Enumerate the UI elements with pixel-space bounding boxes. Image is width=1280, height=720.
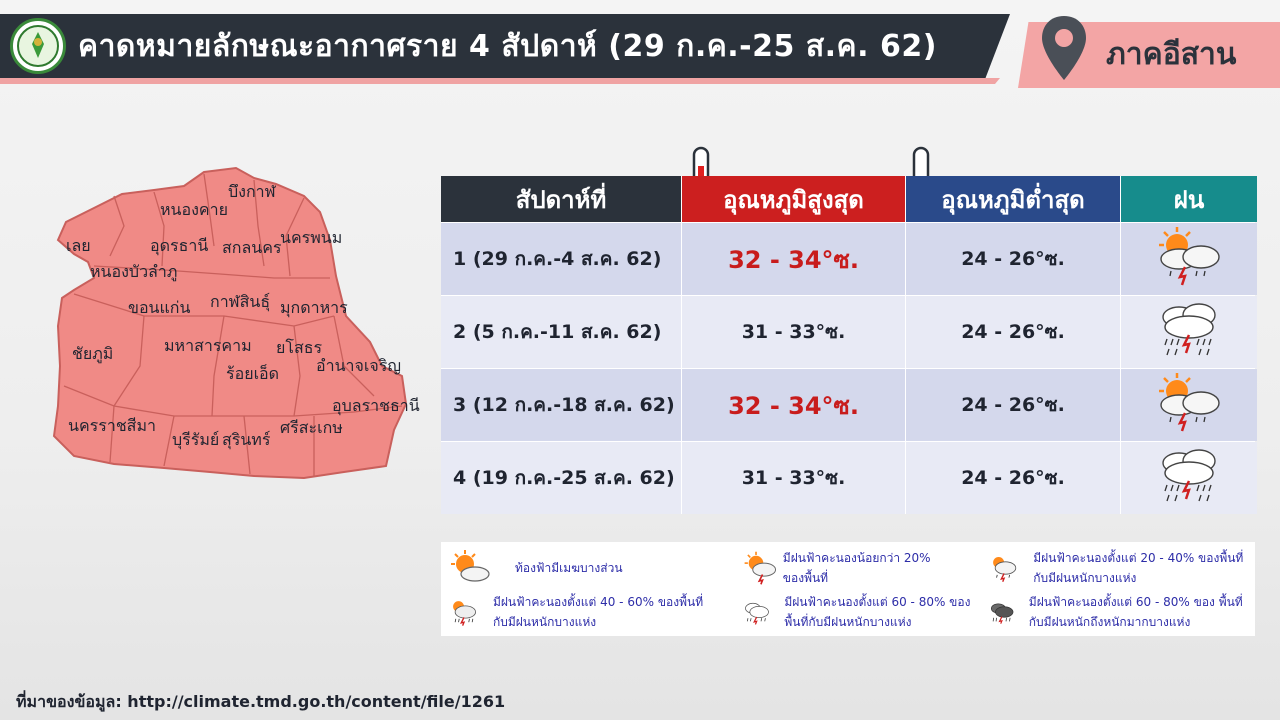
map-label-nakhonratchasima: นครราชสีมา [68,416,156,435]
header-low-temp: อุณหภูมิต่ำสุด [906,176,1120,222]
high-temp-cell: 32 - 34°ซ. [682,223,905,295]
header-accent-stripe [0,78,1000,84]
legend-text: มีฝนฟ้าคะนองตั้งแต่ 40 - 60% ของพื้นที่ … [492,595,704,629]
legend-text: ท้องฟ้ามีเมฆบางส่วน [515,561,623,575]
week-cell: 3 (12 ก.ค.-18 ส.ค. 62) [441,369,681,441]
high-temp-cell: 32 - 34°ซ. [682,369,905,441]
map-label-udonthani: อุดรธานี [150,236,209,255]
map-label-roiet: ร้อยเอ็ด [226,364,280,383]
map-shape [52,166,408,480]
rain-cell [1121,296,1257,368]
low-temp-cell: 24 - 26°ซ. [906,442,1120,514]
isan-region-map: บึงกาฬ หนองคาย เลย อุดรธานี สกลนคร นครพน… [14,166,434,496]
legend-text: มีฝนฟ้าคะนองตั้งแต่ 20 - 40% ของพื้นที่ … [1033,551,1244,585]
light-storm-icon [744,551,777,585]
forecast-table: สัปดาห์ที่ อุณหภูมิสูงสุด อุณหภูมิต่ำสุด… [441,176,1257,514]
storm-60-80-icon [745,602,769,625]
rain-cell [1121,442,1257,514]
map-label-nakhonphanom: นครพนม [280,228,343,247]
sun-cloud-storm-icon [1149,226,1229,292]
header-bar [0,14,1010,80]
map-label-loei: เลย [66,236,91,255]
map-label-sisaket: ศรีสะเกษ [280,418,343,437]
page-title: คาดหมายลักษณะอากาศราย 4 สัปดาห์ (29 ก.ค.… [78,29,937,64]
week-cell: 2 (5 ก.ค.-11 ส.ค. 62) [441,296,681,368]
rain-cell [1121,223,1257,295]
map-label-mahasarakham: มหาสารคาม [164,336,252,355]
map-label-ubonratchathani: อุบลราชธานี [332,396,420,415]
legend-item: มีฝนฟ้าคะนองตั้งแต่ 60 - 80% ของพื้นที่ก… [743,592,979,632]
legend-box: ท้องฟ้ามีเมฆบางส่วน มีฝนฟ้าคะนองน้อยกว่า… [441,542,1255,636]
legend-item: มีฝนฟ้าคะนองตั้งแต่ 60 - 80% ของ พื้นที่… [989,592,1251,632]
map-label-sakonnakhon: สกลนคร [222,238,282,257]
heavy-rain-storm-icon [1149,299,1229,366]
week-cell: 4 (19 ก.ค.-25 ส.ค. 62) [441,442,681,514]
header-week: สัปดาห์ที่ [441,176,681,222]
location-pin-icon [1042,16,1086,80]
high-temp-cell: 31 - 33°ซ. [682,442,905,514]
map-label-nongbualamphu: หนองบัวลำภู [90,262,178,281]
sun-cloud-storm-icon [1149,372,1229,438]
legend-item: มีฝนฟ้าคะนองตั้งแต่ 40 - 60% ของพื้นที่ … [449,592,709,632]
legend-text: มีฝนฟ้าคะนองน้อยกว่า 20% ของพื้นที่ [782,551,931,585]
map-label-khonkaen: ขอนแก่น [128,298,191,317]
legend-text: มีฝนฟ้าคะนองตั้งแต่ 60 - 80% ของ พื้นที่… [1028,595,1243,629]
map-label-kalasin: กาฬสินธุ์ [210,292,271,311]
header-rain: ฝน [1121,176,1257,222]
data-source: ที่มาของข้อมูล: http://climate.tmd.go.th… [16,692,506,711]
heavy-rain-storm-icon [1149,445,1229,512]
map-label-buengkan: บึงกาฬ [228,182,276,201]
legend-text: มีฝนฟ้าคะนองตั้งแต่ 60 - 80% ของพื้นที่ก… [784,595,971,629]
map-label-amnatcharoen: อำนาจเจริญ [316,356,401,375]
rain-cell [1121,369,1257,441]
tmd-logo [10,18,66,74]
header-high-temp: อุณหภูมิสูงสุด [682,176,905,222]
low-temp-cell: 24 - 26°ซ. [906,369,1120,441]
legend-item: มีฝนฟ้าคะนองตั้งแต่ 20 - 40% ของพื้นที่ … [989,548,1251,588]
map-label-mukdahan: มุกดาหาร [280,298,348,317]
region-label: ภาคอีสาน [1106,37,1237,72]
map-label-surin: สุรินทร์ [222,430,271,449]
low-temp-cell: 24 - 26°ซ. [906,223,1120,295]
map-label-nongkhai: หนองคาย [160,200,228,219]
map-label-chaiyaphum: ชัยภูมิ [72,344,114,363]
legend-item: มีฝนฟ้าคะนองน้อยกว่า 20% ของพื้นที่ [743,548,943,588]
week-cell: 1 (29 ก.ค.-4 ส.ค. 62) [441,223,681,295]
storm-20-40-icon [993,557,1017,582]
partly-cloudy-icon [451,550,490,582]
map-label-buriram: บุรีรัมย์ [172,430,220,449]
storm-heavy-icon [990,603,1014,624]
legend-item: ท้องฟ้ามีเมฆบางส่วน [449,550,623,586]
storm-40-60-icon [453,601,476,626]
low-temp-cell: 24 - 26°ซ. [906,296,1120,368]
high-temp-cell: 31 - 33°ซ. [682,296,905,368]
map-label-yasothon: ยโสธร [276,338,323,357]
